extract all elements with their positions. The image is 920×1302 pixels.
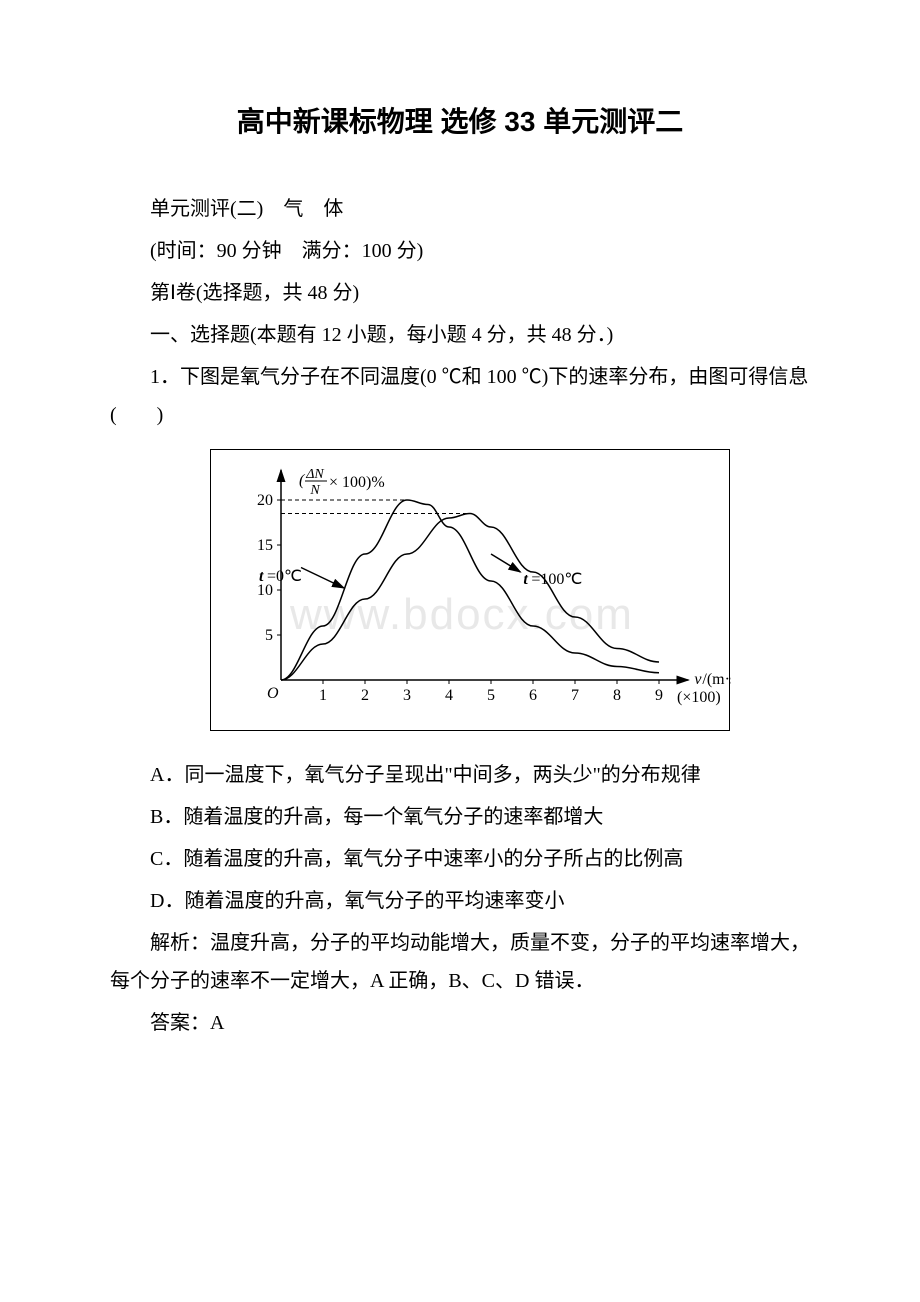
svg-text:20: 20 [257, 492, 273, 509]
svg-text:N: N [309, 483, 320, 498]
subtitle: 单元测评(二) 气 体 [110, 190, 810, 228]
chart-svg: (ΔNN × 100)%5101520123456789Ov/(m·s−1)(×… [211, 450, 731, 730]
svg-text:(×100): (×100) [677, 689, 721, 706]
option-c: C．随着温度的升高，氧气分子中速率小的分子所占的比例高 [110, 840, 810, 878]
answer: 答案：A [110, 1004, 810, 1042]
distribution-chart: (ΔNN × 100)%5101520123456789Ov/(m·s−1)(×… [210, 449, 730, 731]
section-1-desc: 一、选择题(本题有 12 小题，每小题 4 分，共 48 分．) [110, 316, 810, 354]
svg-text:5: 5 [265, 627, 273, 644]
svg-text:6: 6 [529, 687, 537, 704]
page-title: 高中新课标物理 选修 33 单元测评二 [110, 100, 810, 140]
option-b: B．随着温度的升高，每一个氧气分子的速率都增大 [110, 798, 810, 836]
svg-text:t: t [523, 571, 528, 588]
section-1-header: 第Ⅰ卷(选择题，共 48 分) [110, 274, 810, 312]
svg-text:5: 5 [487, 687, 495, 704]
svg-text:=0℃: =0℃ [267, 568, 302, 585]
svg-text:9: 9 [655, 687, 663, 704]
svg-text:× 100)%: × 100)% [329, 474, 385, 491]
question-1: 1．下图是氧气分子在不同温度(0 ℃和 100 ℃)下的速率分布，由图可得信息(… [110, 358, 810, 434]
svg-text:15: 15 [257, 537, 273, 554]
svg-text:(: ( [299, 472, 306, 489]
svg-text:O: O [267, 685, 279, 702]
time-info: (时间：90 分钟 满分：100 分) [110, 232, 810, 270]
option-d: D．随着温度的升高，氧气分子的平均速率变小 [110, 882, 810, 920]
svg-text:3: 3 [403, 687, 411, 704]
svg-text:7: 7 [571, 687, 579, 704]
explanation: 解析：温度升高，分子的平均动能增大，质量不变，分子的平均速率增大，每个分子的速率… [110, 924, 810, 1000]
svg-text:8: 8 [613, 687, 621, 704]
svg-text:4: 4 [445, 687, 453, 704]
svg-text:/(m·s: /(m·s [702, 671, 731, 688]
svg-text:1: 1 [319, 687, 327, 704]
svg-text:2: 2 [361, 687, 369, 704]
svg-text:=100℃: =100℃ [531, 571, 582, 588]
svg-text:ΔN: ΔN [305, 467, 324, 482]
svg-text:t: t [259, 568, 264, 585]
svg-text:v: v [694, 671, 702, 688]
option-a: A．同一温度下，氧气分子呈现出"中间多，两头少"的分布规律 [110, 756, 810, 794]
